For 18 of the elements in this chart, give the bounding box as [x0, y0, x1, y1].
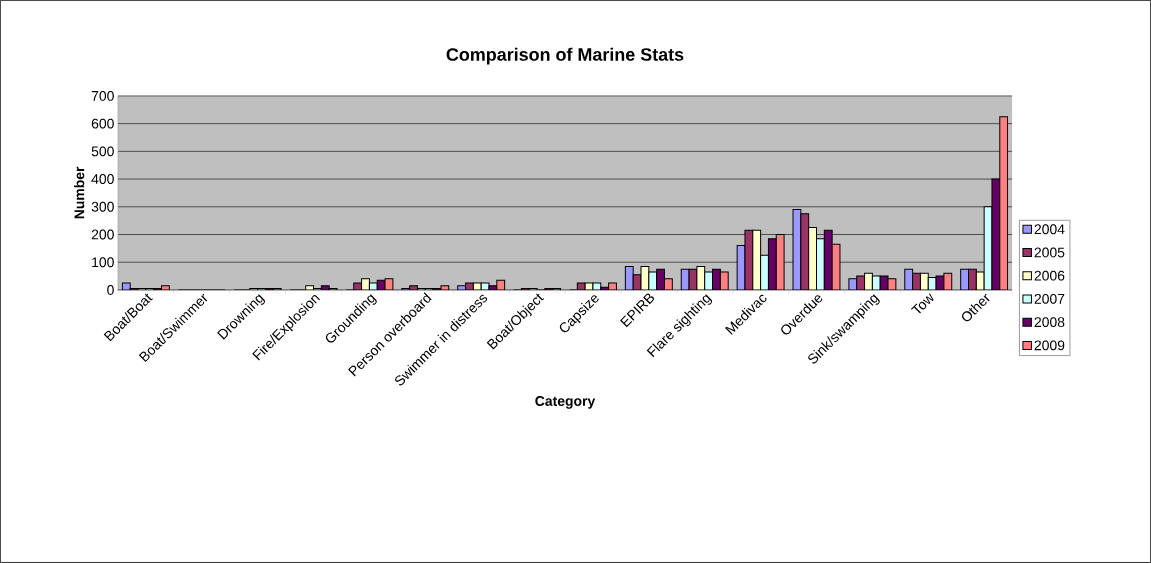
- y-tick-label: 100: [92, 257, 114, 268]
- chart-title: Comparison of Marine Stats: [446, 47, 684, 65]
- legend-label: 2006: [1034, 270, 1065, 281]
- legend-label: 2005: [1034, 247, 1065, 258]
- y-tick-label: 300: [91, 201, 114, 212]
- x-tick-label: Tow: [910, 293, 934, 314]
- y-tick-label: 0: [107, 285, 114, 295]
- y-tick-label: 700: [91, 91, 114, 101]
- y-tick-label: 200: [91, 229, 114, 240]
- y-tick-label: 400: [91, 174, 114, 185]
- legend-label: 2009: [1034, 340, 1065, 351]
- y-tick-label: 500: [91, 146, 114, 157]
- y-tick-label: 600: [91, 118, 114, 129]
- y-axis-title: Number: [74, 166, 85, 219]
- legend-label: 2004: [1034, 224, 1065, 235]
- legend-label: 2007: [1034, 293, 1065, 304]
- x-axis-title: Category: [535, 396, 596, 409]
- legend-label: 2008: [1034, 317, 1065, 328]
